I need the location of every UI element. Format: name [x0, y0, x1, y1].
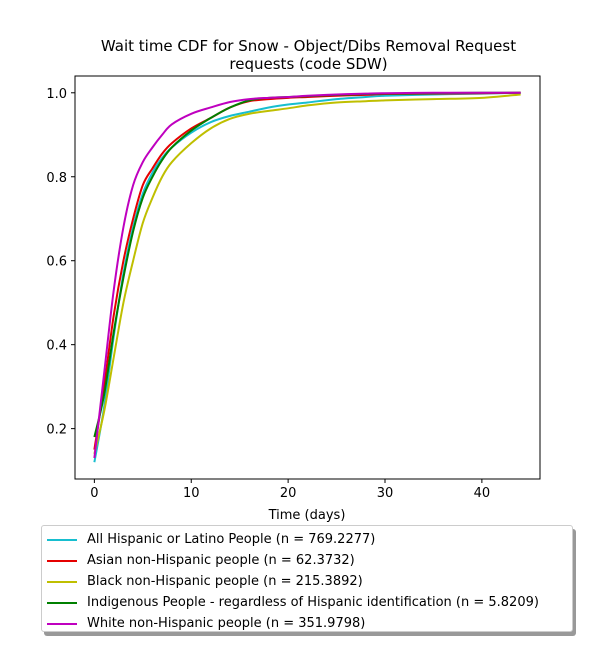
series-lines [93, 91, 521, 463]
legend-swatch [47, 559, 77, 562]
legend-item: Asian non-Hispanic people (n = 62.3732) [42, 550, 572, 571]
legend-swatch [47, 601, 77, 604]
legend-swatch [47, 622, 77, 625]
y-tick-label: 1.0 [46, 87, 67, 102]
x-tick-label: 20 [280, 486, 297, 501]
chart-title-line-2: requests (code SDW) [229, 55, 388, 73]
legend-label: White non-Hispanic people (n = 351.9798) [87, 616, 366, 631]
legend-label: Black non-Hispanic people (n = 215.3892) [87, 574, 363, 589]
legend-label: Indigenous People - regardless of Hispan… [87, 595, 539, 610]
y-tick-label: 0.2 [46, 423, 67, 438]
legend-item: White non-Hispanic people (n = 351.9798) [42, 613, 572, 634]
x-tick-label: 30 [377, 486, 394, 501]
legend-label: All Hispanic or Latino People (n = 769.2… [87, 532, 376, 547]
x-tick-label: 40 [474, 486, 491, 501]
x-tick-label: 0 [90, 486, 98, 501]
x-axis-ticks: 0 10 20 30 40 [90, 479, 490, 501]
y-tick-label: 0.6 [46, 255, 67, 270]
plot-area-frame [74, 75, 541, 480]
series-line-0 [93, 91, 521, 463]
legend-swatch [47, 538, 77, 541]
legend-item: All Hispanic or Latino People (n = 769.2… [42, 529, 572, 550]
series-line-1 [93, 91, 521, 450]
series-line-3 [93, 91, 521, 438]
series-line-2 [93, 93, 521, 455]
y-tick-label: 0.4 [46, 339, 67, 354]
legend-swatch [47, 580, 77, 583]
legend-item: Indigenous People - regardless of Hispan… [42, 592, 572, 613]
y-tick-label: 0.8 [46, 171, 67, 186]
legend-item: Black non-Hispanic people (n = 215.3892) [42, 571, 572, 592]
x-axis-title: Time (days) [268, 508, 346, 523]
x-tick-label: 10 [183, 486, 200, 501]
legend: All Hispanic or Latino People (n = 769.2… [41, 525, 573, 632]
y-axis-ticks: 0.2 0.4 0.6 0.8 1.0 [46, 87, 75, 438]
chart-title: Wait time CDF for Snow - Object/Dibs Rem… [0, 37, 600, 73]
legend-label: Asian non-Hispanic people (n = 62.3732) [87, 553, 355, 568]
chart-title-line-1: Wait time CDF for Snow - Object/Dibs Rem… [100, 37, 517, 55]
series-line-4 [93, 91, 521, 459]
